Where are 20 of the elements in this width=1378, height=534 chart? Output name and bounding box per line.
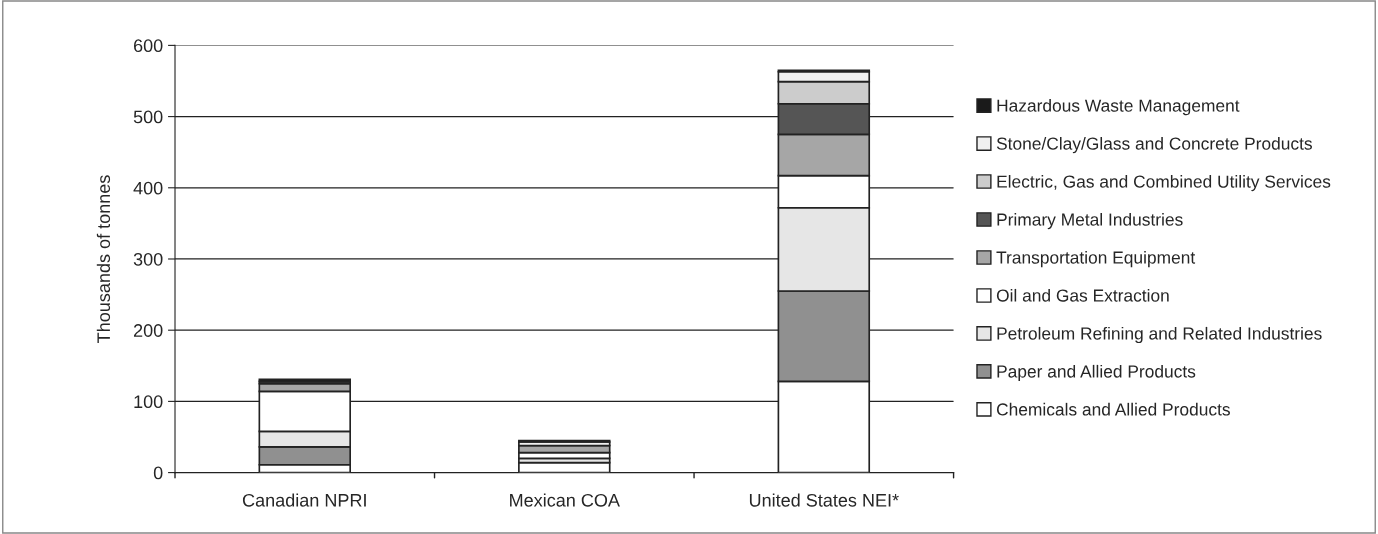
y-tick-label: 0 <box>153 466 163 480</box>
legend-label: Stone/Clay/Glass and Concrete Products <box>996 137 1312 154</box>
legend-label: Paper and Allied Products <box>997 364 1196 382</box>
x-tick-label: Mexican COA <box>510 493 620 507</box>
legend-label: Transportation Equipment <box>996 250 1196 268</box>
y-tick-label: 100 <box>134 395 163 409</box>
x-tick-label: Canadian NPRI <box>242 493 366 507</box>
y-tick-label: 400 <box>133 181 163 195</box>
legend-label: Chemicals and Allied Products <box>996 402 1230 416</box>
legend-label: Electric, Gas and Combined Utility Services <box>997 174 1331 192</box>
legend-label: Hazardous Waste Management <box>997 99 1240 116</box>
y-tick-label: 300 <box>133 252 163 266</box>
x-tick-label: United States NEI* <box>749 493 899 507</box>
legend-label: Primary Metal Industries <box>997 212 1183 230</box>
legend-label: Oil and Gas Extraction <box>996 288 1169 302</box>
y-tick-label: 600 <box>134 39 163 53</box>
y-tick-label: 200 <box>133 324 163 337</box>
y-axis-title: Thousands of tonnes <box>96 175 111 343</box>
legend-label: Petroleum Refining and Related Industries <box>997 326 1322 344</box>
y-tick-label: 500 <box>133 110 163 124</box>
